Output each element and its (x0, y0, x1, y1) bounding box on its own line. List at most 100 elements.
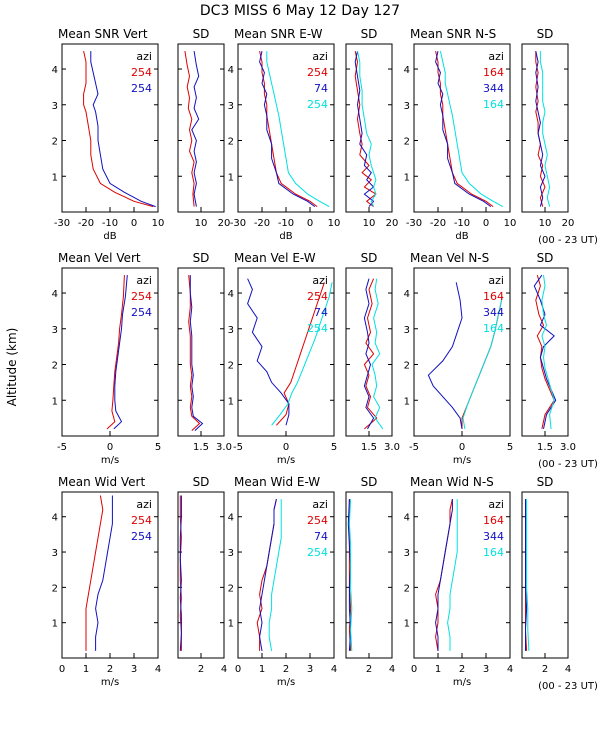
series-line-red (535, 274, 555, 430)
x-tick-label: -10 (278, 218, 294, 229)
x-tick-label: 1 (259, 664, 265, 675)
legend-entry-cyan: 254 (307, 546, 328, 559)
x-tick-label: 0 (459, 442, 465, 453)
panel-snr-ns-sd: SD 10 20 (00 - 23 UT) (521, 27, 598, 246)
x-tick-label: -20 (254, 218, 270, 229)
x-tick-label: 1.5 (193, 442, 209, 453)
x-tick-label: 0 (107, 442, 113, 453)
x-tick-label: 3 (131, 664, 137, 675)
x-tick-label: 10 (539, 218, 552, 229)
x-tick-label: 1 (83, 664, 89, 675)
x-tick-label: 10 (195, 218, 208, 229)
series-line-cyan (541, 275, 555, 429)
y-tick-label: 1 (404, 396, 410, 407)
panel-snr-vert: Mean SNR Vert 1 2 3 4 -30 -20 -10 0 10 dB azi 254 254 (52, 27, 165, 242)
series-line-cyan (439, 50, 504, 208)
x-tick-label: -30 (54, 218, 70, 229)
series-line-cyan (539, 51, 551, 207)
y-tick-label: 3 (52, 101, 58, 112)
x-tick-label: 4 (389, 664, 395, 675)
x-tick-label: 2 (107, 664, 113, 675)
x-axis-label: m/s (101, 677, 119, 688)
x-axis-label: m/s (453, 455, 471, 466)
x-axis-label: m/s (277, 455, 295, 466)
legend-entry-red: 254 (307, 514, 328, 527)
series-line-red (363, 278, 378, 430)
series-line-blue (259, 498, 277, 651)
time-range-label: (00 - 23 UT) (538, 681, 598, 692)
panel-vel-vert: Mean Vel Vert 1 2 3 4 -5 0 5 m/s azi 254 254 (52, 251, 162, 466)
series-line-blue (90, 51, 156, 208)
x-tick-label: 3 (483, 664, 489, 675)
panel-title: Mean Vel E-W (234, 251, 316, 265)
y-tick-label: 4 (228, 289, 234, 300)
y-tick-label: 4 (228, 513, 234, 524)
x-tick-label: 3 (307, 664, 313, 675)
panel-frame (345, 491, 393, 659)
series-line-red (188, 275, 201, 431)
x-tick-label: 4 (155, 664, 161, 675)
y-tick-label: 1 (404, 172, 410, 183)
x-tick-label: 0 (307, 218, 313, 229)
x-tick-label: 3.0 (216, 442, 232, 453)
y-tick-label: 1 (404, 619, 410, 630)
legend-entry-red: 164 (483, 66, 504, 79)
legend-entry-red: 254 (131, 514, 152, 527)
legend-header: azi (136, 498, 152, 511)
x-tick-label: 2 (542, 664, 548, 675)
panel-title: Mean Wid Vert (58, 475, 145, 489)
panel-snr-vert-sd: SD 10 20 (177, 27, 230, 229)
series-line-blue (247, 278, 290, 426)
series-line-blue (95, 495, 113, 651)
series-line-cyan (348, 499, 353, 651)
x-tick-label: 0 (131, 218, 137, 229)
series-line-cyan (447, 499, 458, 651)
panel-title: SD (193, 27, 210, 41)
legend-header: azi (312, 50, 328, 63)
y-tick-label: 1 (52, 172, 58, 183)
y-tick-label: 3 (228, 548, 234, 559)
legend-entry-cyan: 164 (483, 98, 504, 111)
panel-wid-vert: Mean Wid Vert 1 2 3 4 0 1 2 3 4 m/s azi 254 254 (52, 475, 162, 688)
panel-title: Mean SNR Vert (58, 27, 148, 41)
y-tick-label: 2 (404, 137, 410, 148)
x-tick-label: 4 (221, 664, 227, 675)
panel-vel-ns-sd: SD 1.5 3.0 (00 - 23 UT) (521, 251, 598, 470)
legend-entry-blue: 74 (314, 306, 328, 319)
legend-entry-cyan: 164 (483, 322, 504, 335)
panel-title: SD (537, 251, 554, 265)
x-tick-label: 1.5 (361, 442, 377, 453)
x-tick-label: 2 (459, 664, 465, 675)
legend-entry-blue: 254 (131, 530, 152, 543)
panel-title: Mean Vel Vert (58, 251, 141, 265)
panel-frame (521, 491, 569, 659)
legend-entry-blue: 254 (131, 82, 152, 95)
x-tick-label: 2 (283, 664, 289, 675)
y-tick-label: 2 (52, 137, 58, 148)
y-tick-label: 2 (404, 361, 410, 372)
x-axis-label: m/s (277, 677, 295, 688)
legend-header: azi (312, 274, 328, 287)
x-tick-label: 0 (235, 664, 241, 675)
y-tick-label: 4 (228, 65, 234, 76)
time-range-label: (00 - 23 UT) (538, 459, 598, 470)
x-tick-label: 5 (507, 442, 513, 453)
y-tick-label: 1 (52, 396, 58, 407)
y-axis-label: Altitude (km) (5, 328, 19, 407)
y-tick-label: 1 (228, 172, 234, 183)
legend-header: azi (136, 50, 152, 63)
panel-snr-ew: Mean SNR E-W 1 2 3 4 -30 -20 -10 0 10 dB azi 254 74 25… (228, 27, 341, 242)
x-tick-label: 3.0 (560, 442, 576, 453)
x-tick-label: 10 (504, 218, 517, 229)
x-tick-label: -5 (409, 442, 419, 453)
x-tick-label: 0 (59, 664, 65, 675)
series-line-blue (435, 499, 453, 651)
panel-vel-vert-sd: SD 1.5 3.0 (177, 251, 232, 453)
series-line-cyan (266, 51, 330, 208)
panel-frame (177, 43, 225, 213)
series-line-red (276, 282, 325, 426)
x-tick-label: -20 (78, 218, 94, 229)
series-line-red (259, 50, 318, 208)
panel-wid-ns: Mean Wid N-S 1 2 3 4 0 1 2 3 4 m/s azi 164 344 164 (404, 475, 514, 688)
series-line-blue (435, 50, 492, 208)
